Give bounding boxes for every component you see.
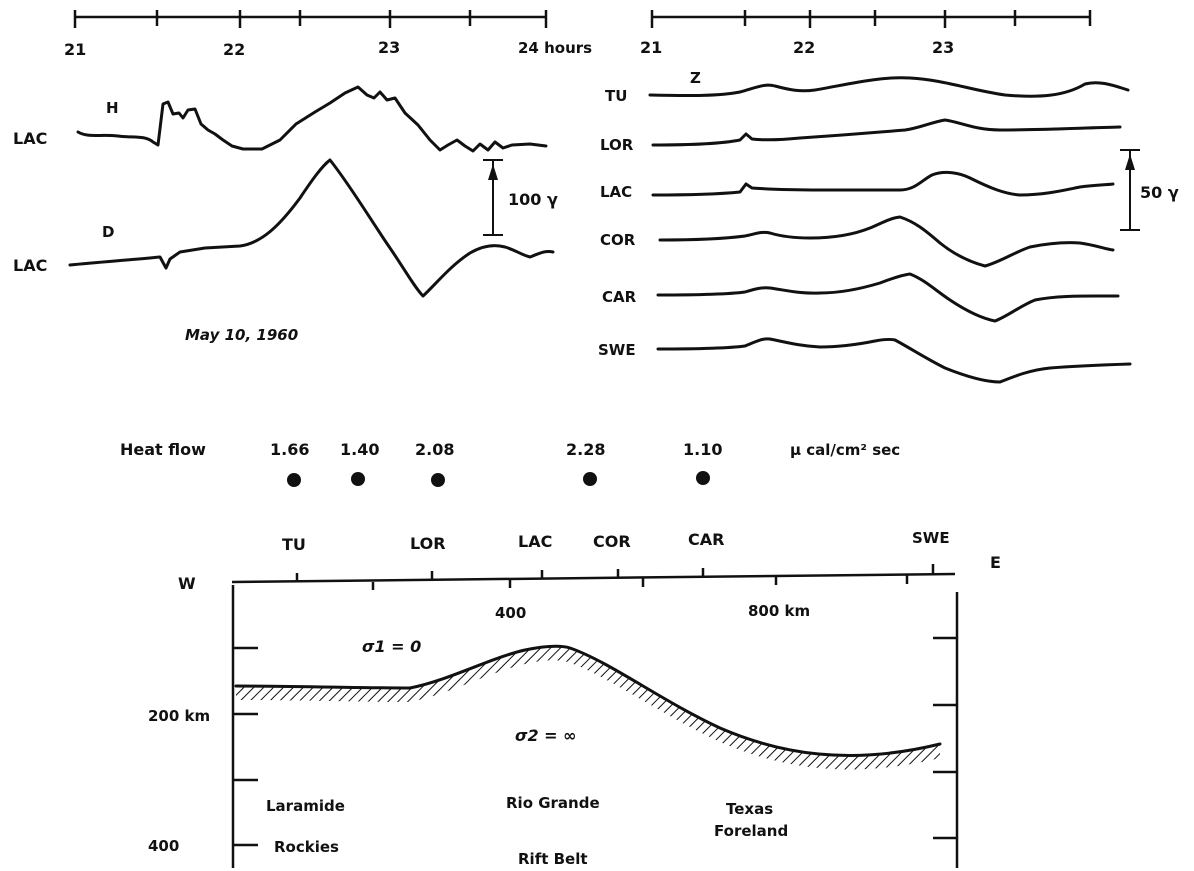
distance-label-800: 800 km [748, 602, 810, 620]
cross-station-cor: COR [593, 532, 631, 551]
left-scale-label: 100 γ [508, 190, 558, 209]
trace-car [656, 272, 1120, 323]
left-depth-axis [231, 585, 258, 868]
heat-flow-dot-1 [287, 473, 301, 487]
left-panel: 21 22 23 24 hours H LAC D LAC 100 γ May … [13, 10, 592, 344]
cross-station-car: CAR [688, 530, 724, 549]
heat-flow-value-5: 1.10 [683, 440, 722, 459]
left-scale-bar: 100 γ [483, 159, 558, 236]
date-label: May 10, 1960 [185, 326, 298, 344]
east-label: E [990, 553, 1001, 572]
region-1-line1: Laramide [266, 797, 345, 815]
right-time-axis: 21 22 23 [640, 10, 1092, 57]
cross-section: TU LOR LAC COR CAR SWE W E 400 800 km [148, 529, 1001, 868]
region-1-line2: Rockies [274, 838, 339, 856]
trace-lor [651, 118, 1122, 147]
heat-flow-label: Heat flow [120, 440, 206, 459]
station-label-car: CAR [602, 288, 637, 306]
region-3-line2: Foreland [714, 822, 788, 840]
left-tick-21: 21 [64, 40, 86, 59]
cross-station-lor: LOR [410, 534, 446, 553]
right-scale-label: 50 γ [1140, 183, 1179, 202]
right-tick-21: 21 [640, 38, 662, 57]
region-3-line1: Texas [726, 800, 773, 818]
cross-station-swe: SWE [912, 529, 950, 547]
heat-flow-unit: μ cal/cm² sec [790, 441, 900, 459]
d-trace [68, 158, 555, 298]
cross-station-lac: LAC [518, 532, 552, 551]
heat-flow-value-2: 1.40 [340, 440, 379, 459]
west-label: W [178, 574, 196, 593]
left-tick-24-hours: 24 hours [518, 39, 592, 57]
left-tick-23: 23 [378, 38, 400, 57]
d-station-label: LAC [13, 256, 47, 275]
trace-cor [658, 215, 1115, 268]
h-station-label: LAC [13, 129, 47, 148]
left-time-axis: 21 22 23 24 hours [64, 10, 592, 59]
heat-flow-dot-3 [431, 473, 445, 487]
station-label-tu: TU [605, 87, 627, 105]
trace-lac [651, 170, 1115, 197]
right-tick-23: 23 [932, 38, 954, 57]
z-component-label: Z [690, 69, 701, 87]
trace-tu [648, 76, 1130, 98]
sigma1-label: σ1 = 0 [362, 637, 421, 656]
station-label-swe: SWE [598, 341, 636, 359]
heat-flow-value-3: 2.08 [415, 440, 454, 459]
heat-flow-row: Heat flow 1.66 1.40 2.08 2.28 1.10 μ cal… [120, 440, 900, 487]
h-trace [76, 85, 548, 153]
station-label-lac: LAC [600, 183, 632, 201]
region-2-line1: Rio Grande [506, 794, 600, 812]
depth-label-400: 400 [148, 837, 179, 855]
cross-station-tu: TU [282, 535, 306, 554]
station-label-lor: LOR [600, 136, 634, 154]
left-tick-22: 22 [223, 40, 245, 59]
distance-axis [231, 564, 956, 590]
region-2-line2: Rift Belt [518, 850, 588, 868]
right-panel: 21 22 23 Z TU LOR LAC COR CAR SWE 50 γ [598, 10, 1179, 384]
sigma2-label: σ2 = ∞ [515, 726, 576, 745]
heat-flow-dot-2 [351, 472, 365, 486]
trace-swe [656, 337, 1132, 384]
right-depth-axis [933, 592, 959, 868]
conductor-hatch [236, 646, 940, 770]
heat-flow-value-1: 1.66 [270, 440, 309, 459]
conductor-boundary [234, 644, 942, 757]
right-tick-22: 22 [793, 38, 815, 57]
right-scale-bar: 50 γ [1120, 149, 1179, 231]
heat-flow-value-4: 2.28 [566, 440, 605, 459]
h-component-label: H [106, 99, 119, 117]
depth-label-200: 200 km [148, 707, 210, 725]
d-component-label: D [102, 223, 114, 241]
heat-flow-dot-4 [583, 472, 597, 486]
heat-flow-dot-5 [696, 471, 710, 485]
station-label-cor: COR [600, 231, 636, 249]
distance-label-400: 400 [495, 604, 526, 622]
